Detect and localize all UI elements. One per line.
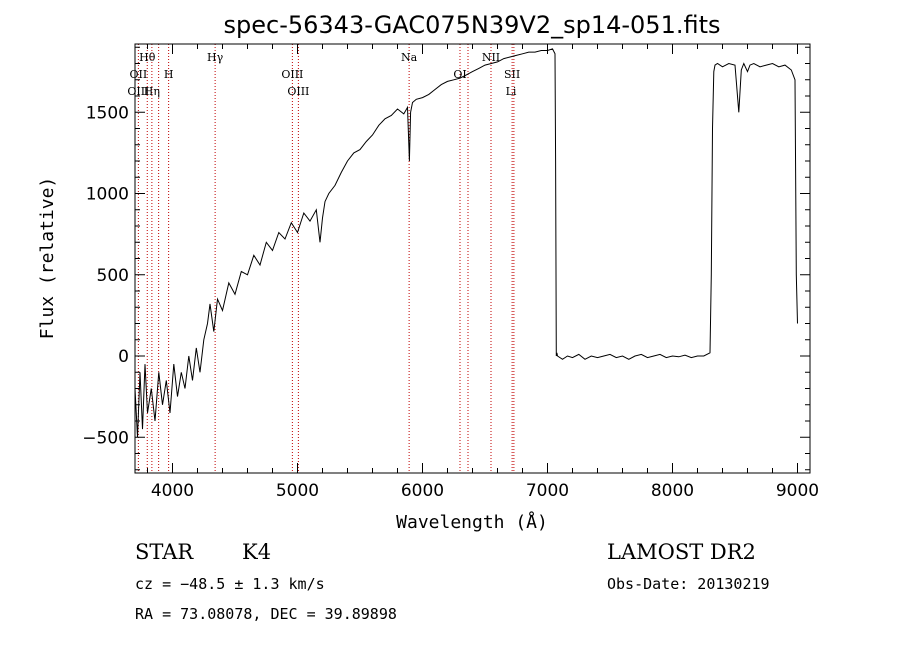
x-tick-label: 4000 <box>151 481 194 501</box>
spectral-line-label: Na <box>401 51 418 64</box>
spectral-line-label: Hη <box>144 85 160 98</box>
x-tick-label: 5000 <box>276 481 319 501</box>
x-tick-label: 6000 <box>401 481 444 501</box>
plot-frame <box>134 43 811 474</box>
y-tick-label: 1500 <box>86 103 129 123</box>
spectral-line-label: OIII <box>287 85 309 98</box>
x-axis-ticks: 4000 5000 6000 7000 8000 9000 <box>147 44 819 501</box>
spectral-line-label: NII <box>482 51 500 64</box>
object-class: STAR <box>135 540 194 564</box>
y-axis-ticks: −500 0 500 1000 1500 <box>82 46 810 471</box>
spectral-line-label: Li <box>506 85 517 98</box>
x-tick-label: 7000 <box>526 481 569 501</box>
spectral-line-label: Hθ <box>139 51 156 64</box>
x-tick-label: 8000 <box>651 481 694 501</box>
x-tick-label: 9000 <box>776 481 819 501</box>
survey-name: LAMOST DR2 <box>607 540 756 564</box>
redshift-info: cz = −48.5 ± 1.3 km/s <box>135 575 325 593</box>
object-subclass: K4 <box>242 540 271 564</box>
y-tick-label: 0 <box>118 347 129 367</box>
observation-date: Obs-Date: 20130219 <box>607 575 770 593</box>
spectrum-series <box>134 48 798 438</box>
spectral-line-label: H <box>164 68 174 81</box>
spectral-line-label: OIII <box>281 68 303 81</box>
y-tick-label: 1000 <box>86 185 129 205</box>
chart-title: spec-56343-GAC075N39V2_sp14-051.fits <box>224 11 721 39</box>
spectral-line-markers <box>137 44 515 473</box>
y-axis-label: Flux (relative) <box>37 177 58 340</box>
x-axis-label: Wavelength (Å) <box>396 511 548 533</box>
y-tick-label: 500 <box>97 266 129 286</box>
spectral-line-label: Hγ <box>207 51 224 64</box>
spectral-line-label: OIII <box>127 85 149 98</box>
coordinates-info: RA = 73.08078, DEC = 39.89898 <box>135 605 397 623</box>
y-tick-label: −500 <box>82 428 129 448</box>
spectral-line-label: OII <box>130 68 148 81</box>
spectral-line-label: OI <box>453 68 466 81</box>
spectral-line-label: SII <box>504 68 520 81</box>
